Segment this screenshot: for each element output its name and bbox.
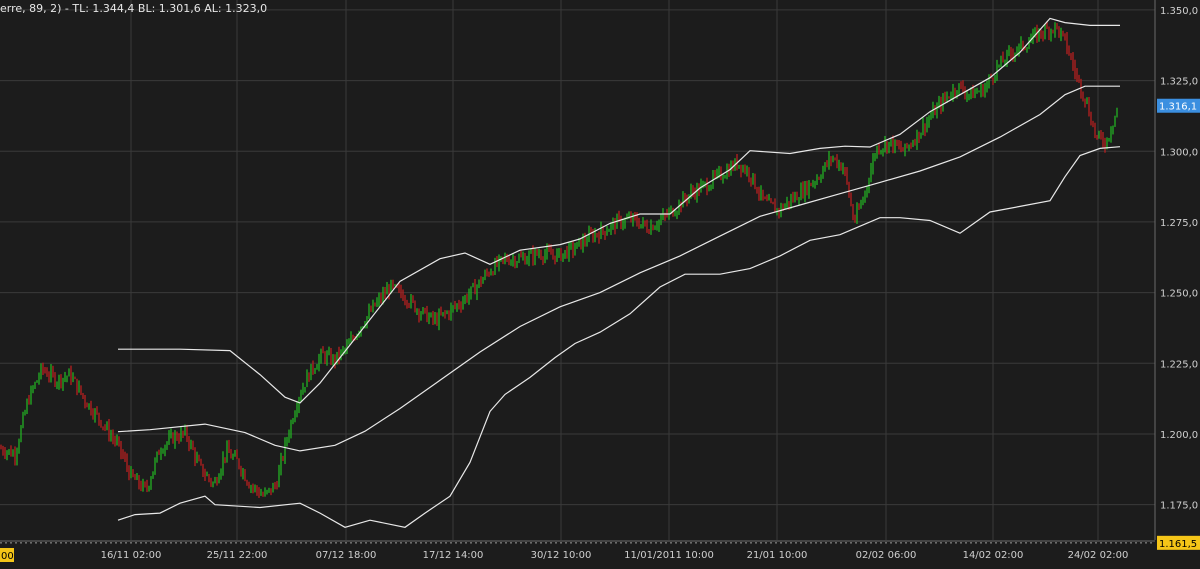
price-axis-label: 1.250,0 [1160,289,1198,300]
price-axis-label: 1.200,0 [1160,430,1198,441]
cursor-time-label: 00 [1,551,14,562]
price-tags: 1.316,1 1.161,5 [1157,98,1200,550]
current-price-tag [1157,98,1200,113]
price-axis-label: 1.325,0 [1160,77,1198,88]
time-axis-label: 24/02 02:00 [1068,550,1129,561]
price-axis-label: 1.225,0 [1160,359,1198,370]
time-axis-label: 07/12 18:00 [316,550,377,561]
price-axis-label: 1.350,0 [1160,6,1198,17]
price-axis-label: 1.175,0 [1160,501,1198,512]
price-bars [0,21,1118,498]
current-price-label: 1.316,1 [1159,102,1197,113]
indicator-legend: erre, 89, 2) - TL: 1.344,4 BL: 1.301,6 A… [0,2,268,15]
middle-band-line [117,85,1120,452]
time-axis-label: 30/12 10:00 [531,550,592,561]
price-axis: 1.175,0 1.200,0 1.225,0 1.250,0 1.275,0 1.300… [1160,6,1198,512]
cursor-time-tag [0,548,14,562]
time-axis-label: 11/01/2011 10:00 [624,550,714,561]
bollinger-bands [117,17,1121,528]
time-axis-label: 21/01 10:00 [747,550,808,561]
upper-band-line [118,17,1120,404]
time-axis-label: 14/02 02:00 [963,550,1024,561]
time-axis-label: 02/02 06:00 [856,550,917,561]
time-axis-label: 16/11 02:00 [101,550,162,561]
low-price-label: 1.161,5 [1159,539,1197,550]
time-axis-label: 17/12 14:00 [423,550,484,561]
price-axis-label: 1.300,0 [1160,147,1198,158]
price-axis-label: 1.275,0 [1160,218,1198,229]
time-axis-label: 25/11 22:00 [207,550,268,561]
lower-band-line [117,146,1121,528]
grid [0,0,1155,544]
low-price-tag [1157,535,1200,550]
time-axis: 16/11 02:00 25/11 22:00 07/12 18:00 17/12 1… [0,548,1128,562]
